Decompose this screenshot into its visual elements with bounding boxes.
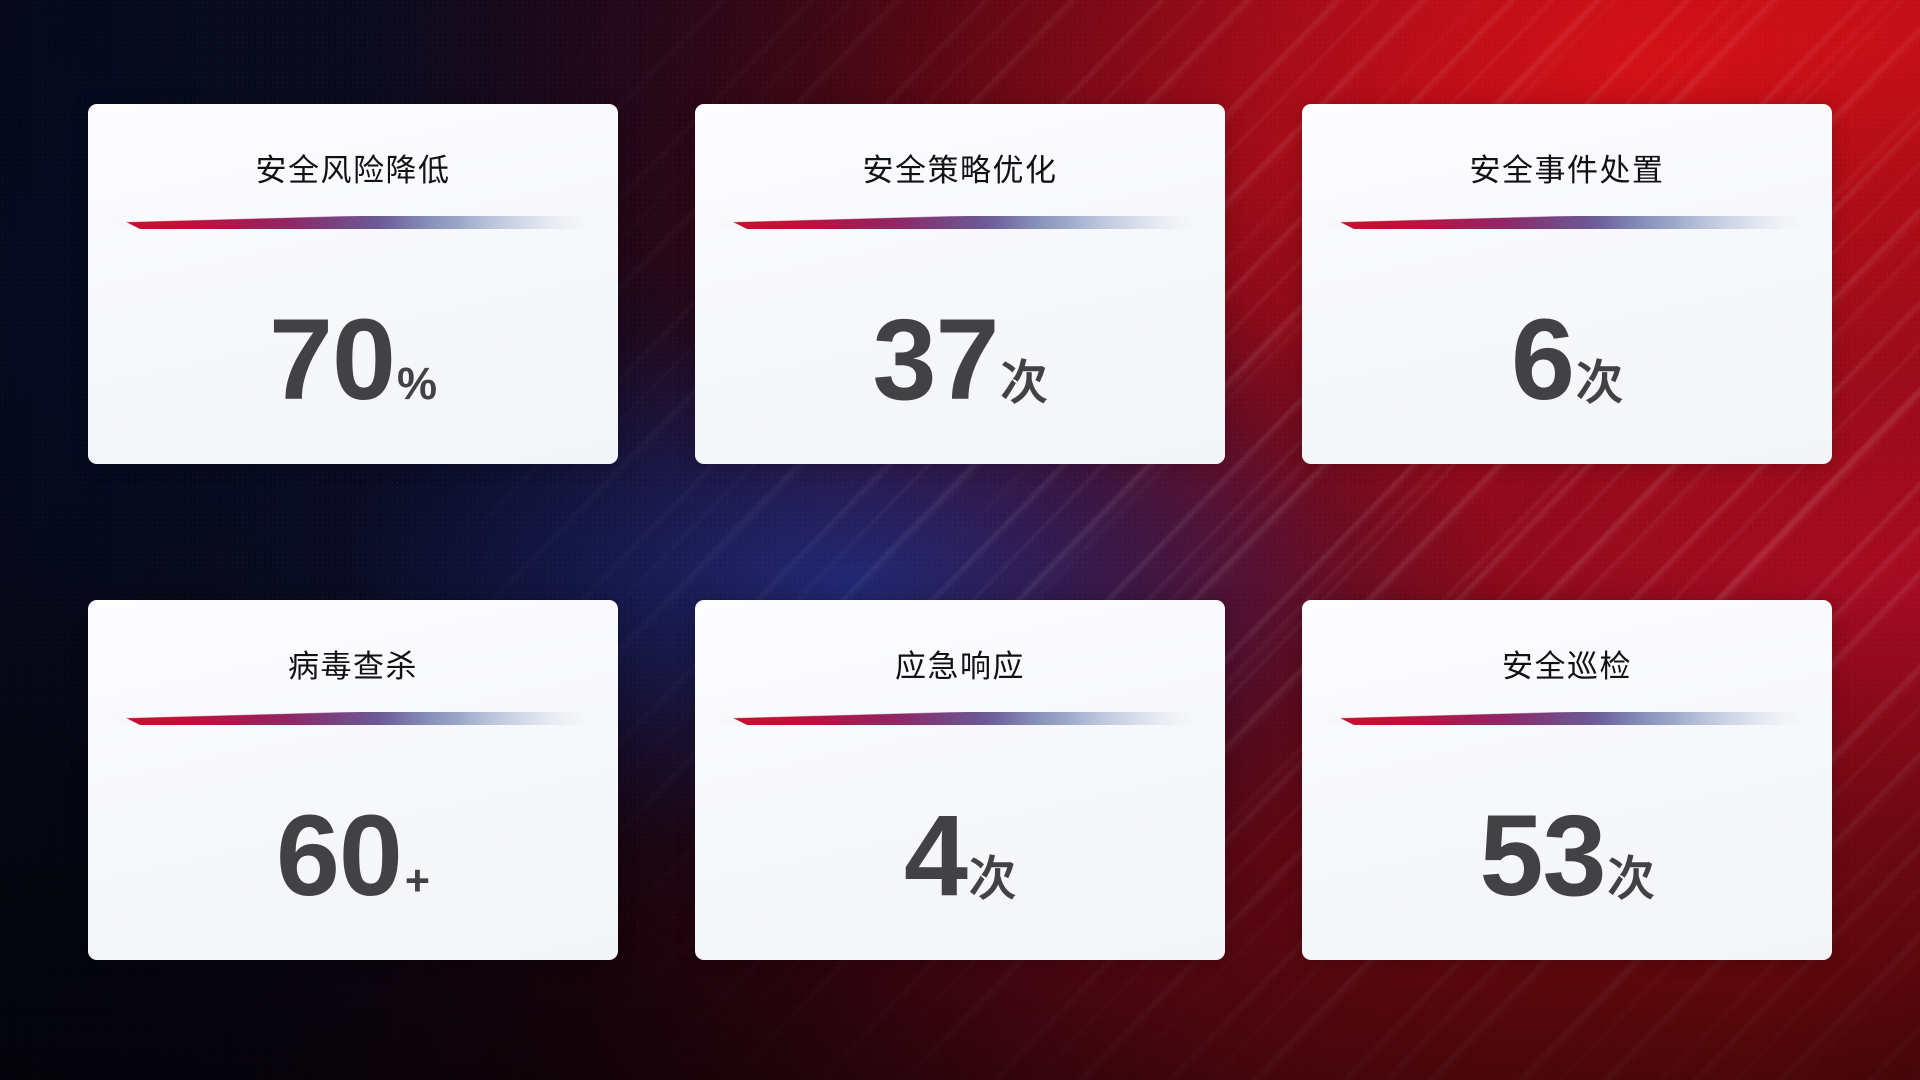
gradient-rule-icon <box>721 216 1199 229</box>
gradient-rule-icon <box>1328 712 1806 725</box>
gradient-rule-taper-icon <box>1328 712 1354 725</box>
metric-value-suffix: % <box>396 357 437 409</box>
gradient-rule-taper-icon <box>1328 216 1354 229</box>
metric-card-divider <box>114 216 592 229</box>
metric-card-divider <box>1328 712 1806 725</box>
metric-value-number: 37 <box>872 295 1000 424</box>
metric-value-suffix: 次 <box>1575 355 1623 409</box>
metric-card[interactable]: 安全事件处置 6 次 <box>1302 104 1832 464</box>
gradient-rule-icon <box>1328 216 1806 229</box>
metric-card-value: 37 次 <box>872 295 1048 424</box>
metric-card-title: 应急响应 <box>895 649 1025 684</box>
metric-card[interactable]: 安全风险降低 70% <box>88 104 618 464</box>
gradient-rule-icon <box>721 712 1199 725</box>
metric-card-value: 60 + <box>275 791 431 920</box>
metric-card[interactable]: 病毒查杀 60 + <box>88 600 618 960</box>
metric-value-number: 6 <box>1511 295 1575 424</box>
metric-value-number: 60 <box>275 791 403 920</box>
gradient-rule-icon <box>114 712 592 725</box>
gradient-rule-taper-icon <box>721 712 747 725</box>
metric-card-divider <box>1328 216 1806 229</box>
metric-card[interactable]: 安全巡检 53 次 <box>1302 600 1832 960</box>
metric-value-suffix: 次 <box>1607 851 1655 905</box>
metric-value-suffix: 次 <box>968 851 1016 905</box>
metric-value-number: 53 <box>1479 791 1607 920</box>
metric-card-title: 安全风险降低 <box>255 153 451 188</box>
metric-card-title: 病毒查杀 <box>288 649 418 684</box>
metric-card-grid: 安全风险降低 70% 安全策略优化 37 次安全事件处置 6 次病毒查杀 60 + 应急响应 4 次安… <box>88 104 1832 960</box>
metric-card-title: 安全事件处置 <box>1469 153 1665 188</box>
gradient-rule-icon <box>114 216 592 229</box>
metric-value-number: 4 <box>904 791 968 920</box>
metric-card-value: 70% <box>269 295 437 424</box>
metric-card-divider <box>721 216 1199 229</box>
metric-card-title: 安全巡检 <box>1502 649 1632 684</box>
metric-card[interactable]: 应急响应 4 次 <box>695 600 1225 960</box>
gradient-rule-taper-icon <box>114 216 140 229</box>
metric-card-divider <box>721 712 1199 725</box>
metric-card-title: 安全策略优化 <box>862 153 1058 188</box>
metric-card-divider <box>114 712 592 725</box>
metric-card[interactable]: 安全策略优化 37 次 <box>695 104 1225 464</box>
metric-value-suffix: + <box>404 856 431 905</box>
metric-value-suffix: 次 <box>1000 355 1048 409</box>
gradient-rule-taper-icon <box>721 216 747 229</box>
metric-value-number: 70 <box>269 295 396 424</box>
gradient-rule-taper-icon <box>114 712 140 725</box>
metric-card-value: 53 次 <box>1479 791 1655 920</box>
